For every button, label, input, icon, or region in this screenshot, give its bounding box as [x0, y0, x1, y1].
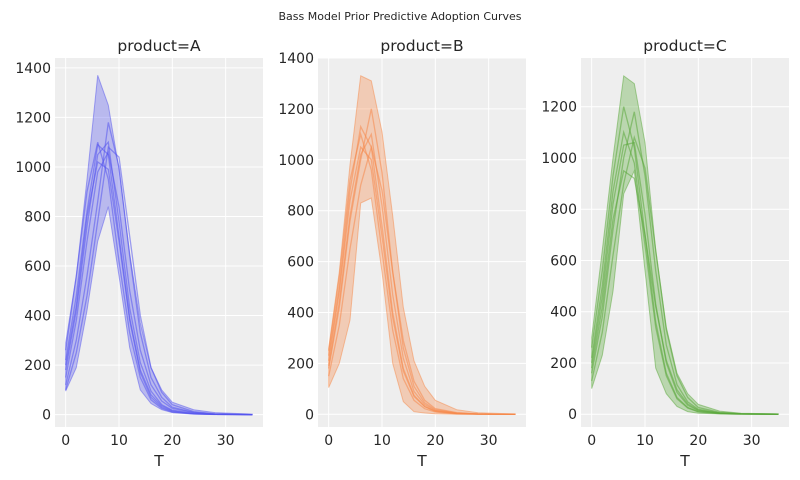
- panel-title: product=C: [643, 37, 726, 55]
- x-axis-label: T: [679, 452, 690, 470]
- panel-1: 0 200 400 600 800 1000 1200 1400 0 10 20 30 product=…: [15, 37, 263, 470]
- series-line-6: [328, 132, 516, 415]
- x-tick-label: 0: [587, 433, 596, 449]
- y-tick-label: 1200: [15, 110, 51, 126]
- y-tick-label: 0: [568, 407, 577, 423]
- series-line-3: [65, 122, 253, 416]
- series-line-7: [65, 160, 253, 416]
- x-tick-label: 10: [636, 433, 654, 449]
- y-tick-label: 200: [287, 356, 314, 372]
- y-tick-label: 1200: [541, 100, 577, 116]
- x-tick-label: 30: [480, 433, 498, 449]
- x-tick-label: 30: [743, 433, 761, 449]
- y-tick-label: 0: [42, 408, 51, 424]
- x-tick-label: 20: [689, 433, 707, 449]
- y-tick-label: 200: [550, 356, 577, 372]
- series-line-5: [591, 129, 779, 415]
- y-tick-label: 400: [287, 305, 314, 321]
- y-tick-label: 200: [24, 358, 51, 374]
- x-tick-label: 10: [110, 433, 128, 449]
- panel-title: product=B: [380, 37, 463, 55]
- x-tick-label: 20: [426, 433, 444, 449]
- y-tick-label: 800: [550, 202, 577, 218]
- panel-title: product=A: [117, 37, 201, 55]
- panel-3: 0 200 400 600 800 1000 1200 0 10 20 30 product=C T: [541, 37, 789, 470]
- y-tick-label: 400: [24, 309, 51, 325]
- x-axis-label: T: [416, 452, 427, 470]
- series-line-4: [591, 135, 779, 415]
- figure-title: Bass Model Prior Predictive Adoption Cur…: [278, 10, 521, 23]
- x-axis-label: T: [153, 452, 164, 470]
- y-tick-label: 0: [305, 407, 314, 423]
- y-tick-label: 400: [550, 305, 577, 321]
- x-tick-label: 20: [163, 433, 181, 449]
- x-tick-label: 30: [217, 433, 235, 449]
- y-tick-label: 600: [287, 255, 314, 271]
- y-tick-label: 600: [550, 253, 577, 269]
- y-tick-label: 600: [24, 259, 51, 275]
- y-tick-label: 1400: [278, 51, 314, 67]
- x-tick-label: 0: [61, 433, 70, 449]
- y-tick-label: 1400: [15, 61, 51, 77]
- y-tick-label: 800: [287, 204, 314, 220]
- y-tick-label: 1000: [15, 160, 51, 176]
- panel-2: 0 200 400 600 800 1000 1200 1400 0 10 20 30 product=…: [278, 37, 526, 470]
- y-tick-label: 1000: [541, 151, 577, 167]
- y-tick-label: 1200: [278, 102, 314, 118]
- y-tick-label: 800: [24, 209, 51, 225]
- series-line-4: [328, 144, 516, 415]
- plot-background: [581, 58, 789, 427]
- plot-background: [318, 58, 526, 427]
- x-tick-label: 0: [324, 433, 333, 449]
- series-line-6: [65, 145, 253, 416]
- y-tick-label: 1000: [278, 153, 314, 169]
- x-tick-label: 10: [373, 433, 391, 449]
- series-line-6: [591, 169, 779, 415]
